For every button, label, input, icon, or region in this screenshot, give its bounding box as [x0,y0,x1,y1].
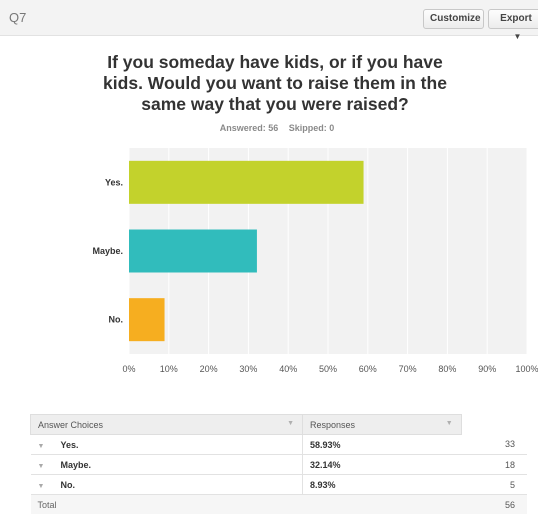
sort-down-icon[interactable]: ▼ [445,420,453,427]
category-label: Maybe. [92,246,123,256]
x-tick-label: 0% [122,364,135,374]
caret-down-icon: ▼ [513,32,522,41]
x-tick-label: 10% [160,364,178,374]
response-percent: 32.14% [302,454,462,475]
expand-arrow-icon[interactable]: ▼ [37,482,45,490]
answered-count: Answered: 56 [219,123,279,133]
expand-arrow-icon[interactable]: ▼ [37,462,45,470]
export-button[interactable]: Export ▼ [488,9,538,41]
x-tick-label: 80% [438,364,456,374]
table-row: ▼ No. 8.93% 5 [30,474,527,495]
table-row: ▼ Yes. 58.93% 33 [30,434,527,455]
question-number: Q7 [9,10,27,25]
x-tick-label: 30% [239,364,257,374]
bar [129,298,165,342]
answer-choice-label: No. [60,479,76,490]
skipped-count: Skipped: 0 [288,123,335,133]
response-count: 33 [461,434,527,455]
bar [129,229,257,273]
response-stats: Answered: 56 Skipped: 0 [0,123,538,133]
x-tick-label: 50% [319,364,337,374]
answer-choice-cell[interactable]: ▼ No. [30,474,303,495]
x-tick-label: 60% [359,364,377,374]
answer-choice-label: Maybe. [60,459,92,470]
sort-down-icon[interactable]: ▼ [287,420,294,427]
category-label: Yes. [105,177,123,187]
question-title: If you someday have kids, or if you have… [103,52,447,114]
total-spacer [302,494,462,514]
x-tick-label: 90% [478,364,496,374]
table-row: ▼ Maybe. 32.14% 18 [30,454,527,475]
category-label: No. [109,315,124,325]
answer-choice-cell[interactable]: ▼ Maybe. [30,454,303,475]
x-tick-label: 20% [200,364,218,374]
x-tick-label: 40% [279,364,297,374]
bar-chart: 0% 10% 20% 30% 40% 50% 60% 70% 80% 90% 100% Yes. May… [92,148,538,374]
answer-choice-label: Yes. [60,439,79,450]
total-count: 56 [461,494,527,514]
total-label: Total [30,494,303,514]
responses-table: Answer Choices ▼ Responses ▼ ▼ Yes. 58.93% 33… [30,414,527,514]
customize-button[interactable]: Customize [423,9,484,29]
response-percent: 8.93% [302,474,462,495]
x-tick-label: 70% [399,364,417,374]
expand-arrow-icon[interactable]: ▼ [37,442,45,450]
bar [129,160,364,204]
response-percent: 58.93% [302,434,462,455]
column-header-answer-choices[interactable]: Answer Choices ▼ [30,414,303,435]
export-button-label: Export [500,13,532,24]
question-header: Q7 Customize Export ▼ [0,0,538,41]
response-count: 18 [461,454,527,475]
response-count: 5 [461,474,527,495]
x-tick-label: 100% [515,364,538,374]
total-row: Total 56 [30,494,527,514]
column-header-responses[interactable]: Responses ▼ [302,414,462,435]
answer-choice-cell[interactable]: ▼ Yes. [30,434,303,455]
